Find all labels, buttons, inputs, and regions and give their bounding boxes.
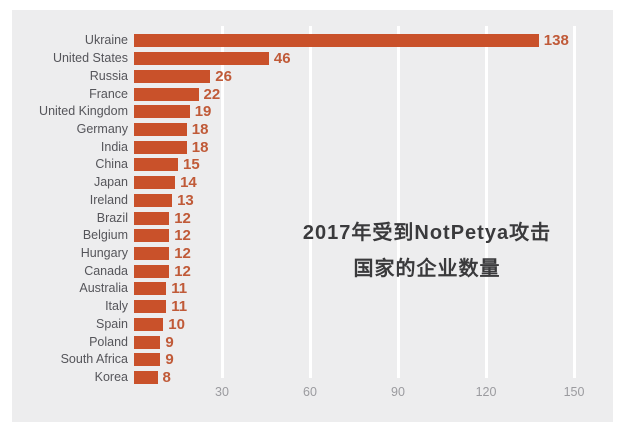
value-label: 46 [273, 50, 291, 68]
country-label: Hungary [80, 245, 128, 260]
value-label: 9 [165, 351, 174, 369]
chart-panel: Ukraine 138 United States 46 Russia 26 France 2… [12, 10, 613, 422]
value-label: 138 [543, 32, 569, 50]
bar-row: Ireland 13 [12, 191, 613, 209]
bar-row: Japan 14 [12, 174, 613, 192]
country-label: Canada [84, 263, 128, 278]
bar-row: China 15 [12, 156, 613, 174]
value-label: 9 [165, 333, 174, 351]
x-axis: 30 60 90 120 150 [12, 385, 613, 401]
bar [134, 105, 190, 119]
country-label: Brazil [96, 210, 128, 225]
country-label: China [95, 157, 128, 172]
bar-row: Germany 18 [12, 121, 613, 139]
bar-row: Russia 26 [12, 67, 613, 85]
bar [134, 69, 211, 83]
bar [134, 122, 187, 136]
value-label: 13 [177, 191, 194, 209]
bar-rows: Ukraine 138 United States 46 Russia 26 France 2… [12, 32, 613, 386]
value-label: 18 [191, 120, 209, 138]
country-label: United Kingdom [39, 104, 128, 119]
bar [134, 335, 161, 349]
bar [134, 300, 167, 314]
bar-row: France 22 [12, 85, 613, 103]
bar-row: Italy 11 [12, 298, 613, 316]
bar [134, 34, 539, 48]
bar [134, 317, 164, 331]
chart-title-line2: 国家的企业数量 [353, 258, 501, 280]
bar-row: Canada 12 [12, 262, 613, 280]
country-label: Japan [93, 175, 128, 190]
bar-row: India 18 [12, 138, 613, 156]
value-label: 12 [174, 262, 191, 280]
country-label: Korea [94, 370, 128, 385]
value-label: 15 [183, 156, 200, 174]
bar [134, 140, 187, 154]
bar-row: Ukraine 138 [12, 32, 613, 50]
value-label: 11 [171, 280, 188, 298]
country-label: Poland [89, 334, 128, 349]
country-label: Ukraine [84, 33, 128, 48]
bar [134, 264, 170, 278]
value-label: 22 [203, 85, 221, 103]
bar [134, 282, 167, 296]
gridline [220, 26, 224, 378]
bar [134, 246, 170, 260]
chart-title-line1: 2017年受到NotPetya攻击 [302, 222, 552, 244]
value-label: 12 [174, 227, 191, 245]
gridline [484, 26, 488, 378]
bar-row: Poland 9 [12, 333, 613, 351]
x-tick-label: 90 [391, 385, 405, 399]
bar [134, 193, 173, 207]
country-label: United States [52, 51, 128, 66]
gridline [396, 26, 400, 378]
country-label: Belgium [82, 228, 128, 243]
gridlines [12, 10, 613, 422]
value-label: 18 [191, 138, 209, 156]
value-label: 26 [215, 67, 232, 85]
bar [134, 353, 161, 367]
bar-row: South Africa 9 [12, 351, 613, 369]
bar [134, 52, 269, 66]
bar [134, 211, 170, 225]
bar [134, 158, 178, 172]
bar [134, 176, 176, 190]
value-label: 19 [194, 103, 212, 121]
bar [134, 229, 170, 243]
bar [134, 371, 158, 385]
value-label: 14 [180, 174, 197, 192]
country-label: Ireland [89, 192, 128, 207]
country-label: Germany [76, 121, 128, 136]
bar-row: Belgium 12 [12, 227, 613, 245]
country-label: Russia [89, 68, 128, 83]
country-label: India [100, 139, 128, 154]
value-label: 11 [171, 298, 188, 316]
country-label: Spain [96, 316, 128, 331]
country-label: South Africa [60, 352, 128, 367]
bar-row: Hungary 12 [12, 245, 613, 263]
bar-row: Korea 8 [12, 369, 613, 387]
bar [134, 87, 199, 101]
value-label: 12 [174, 244, 191, 262]
x-tick-label: 60 [303, 385, 317, 399]
bar-row: United States 46 [12, 50, 613, 68]
x-tick-label: 30 [215, 385, 229, 399]
country-label: Italy [105, 299, 128, 314]
bar-row: Brazil 12 [12, 209, 613, 227]
value-label: 10 [168, 315, 185, 333]
value-label: 12 [174, 209, 191, 227]
gridline [572, 26, 576, 378]
country-label: Australia [79, 281, 128, 296]
country-label: France [89, 86, 128, 101]
chart-title: 2017年受到NotPetya攻击 国家的企业数量 [242, 215, 612, 287]
bar-row: Spain 10 [12, 316, 613, 334]
bar-row: United Kingdom 19 [12, 103, 613, 121]
x-tick-label: 120 [475, 385, 497, 399]
bar-row: Australia 11 [12, 280, 613, 298]
value-label: 8 [162, 369, 171, 387]
x-tick-label: 150 [563, 385, 585, 399]
gridline [308, 26, 312, 378]
